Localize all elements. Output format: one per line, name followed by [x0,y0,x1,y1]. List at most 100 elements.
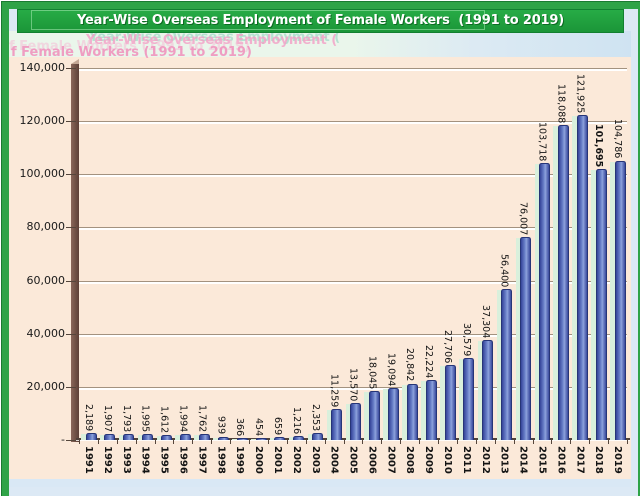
bar [482,339,494,440]
bar-side-face [458,358,464,440]
bar-value-label: 2,189 [83,403,94,432]
y-axis-label: 100,000 [19,167,66,181]
bar-value-label: 1,793 [120,405,132,433]
bar-value-label: 2,353 [309,403,321,431]
x-tick [475,440,477,444]
year-label: 1991 [83,446,94,474]
year-label: 2005 [347,446,359,474]
x-tick [532,440,534,444]
y-tick [66,121,76,123]
ghost-artifact-band: Year-Wise Overseas Employment ( Year-Wis… [9,30,631,60]
x-tick [249,440,251,444]
bar-value-label: 30,579 [460,322,472,356]
axis-wall-bevel [71,59,79,64]
bar-value-label: 27,706 [442,330,454,364]
gridline [79,68,627,71]
y-axis-label: 140,000 [19,61,66,74]
year-label: 2000 [253,446,265,474]
bar [236,438,248,440]
x-tick [343,440,345,444]
year-label: 2017 [574,446,586,474]
bar [293,435,305,440]
x-tick [589,440,591,444]
x-tick [230,440,232,444]
x-tick [135,440,137,444]
y-axis-label: 20,000 [26,379,66,393]
bar-value-label: 1,762 [196,405,208,433]
bar-side-face [326,410,332,440]
bar-value-label: 659 [271,417,283,436]
y-axis-label: 40,000 [26,326,66,340]
bar [444,365,456,440]
y-axis-label: 60,000 [26,273,66,287]
bar-value-label: 20,842 [404,348,416,382]
bar-side-face [81,434,86,440]
bar-side-face [307,433,313,440]
bar [274,437,286,440]
bar-side-face [251,438,257,440]
x-tick [400,440,402,444]
bar-side-face [118,435,124,440]
bar [142,433,154,440]
year-label: 2006 [366,446,378,474]
bar [350,402,362,440]
bar [539,163,551,440]
y-axis-label: 120,000 [19,114,66,128]
bar-side-face [421,380,427,440]
year-label: 2002 [290,446,302,474]
x-tick [211,440,213,444]
bar [104,433,116,440]
bar-value-label: 13,570 [347,367,359,401]
bar [179,433,191,440]
year-label: 1996 [177,446,189,474]
bar-side-face [610,161,616,440]
x-tick [79,440,80,444]
year-label: 1993 [120,446,132,474]
bar [406,383,418,440]
bar [387,388,399,440]
gridline [79,333,627,337]
gridline [79,280,627,284]
bar [331,409,343,440]
bar-side-face [175,434,181,440]
y-tick [66,280,76,282]
year-label: 2004 [328,446,340,474]
ghost-subtitle-light: f Female Workers (1991 to 2019) [9,39,250,54]
bar-value-label: 76,007 [517,201,529,236]
bar [123,434,135,440]
bar-side-face [515,238,521,440]
y-tick [66,227,76,229]
bar-side-face [137,434,143,440]
y-axis-label: 80,000 [26,220,66,234]
x-tick [116,440,118,444]
gridline [79,121,627,125]
year-label: 2019 [612,446,624,474]
bar [255,437,267,440]
y-tick [66,68,76,69]
bar [368,391,380,440]
year-label: 2010 [442,446,454,474]
year-label: 2007 [385,446,397,474]
year-label: 2011 [460,446,472,474]
bar-side-face [99,434,105,440]
bar-value-label: 939 [215,416,227,435]
bar-side-face [572,116,578,440]
bar-value-label: 1,907 [101,404,113,432]
bar [463,357,475,440]
bar-side-face [553,126,559,440]
bar-side-face [194,435,200,440]
x-tick [513,440,515,444]
year-label: 1992 [101,446,113,474]
y-axis-label: - [61,433,65,446]
gridline [79,386,627,390]
year-label: 1994 [139,446,151,474]
x-tick [154,440,156,444]
y-tick [66,386,76,388]
bar-value-label: 56,400 [498,253,510,288]
x-tick [494,440,496,444]
bar-value-label: 1,216 [290,406,302,434]
bar-value-label: 104,786 [612,119,624,159]
bar-side-face [477,340,483,440]
bar [85,433,97,440]
bar [198,434,210,440]
